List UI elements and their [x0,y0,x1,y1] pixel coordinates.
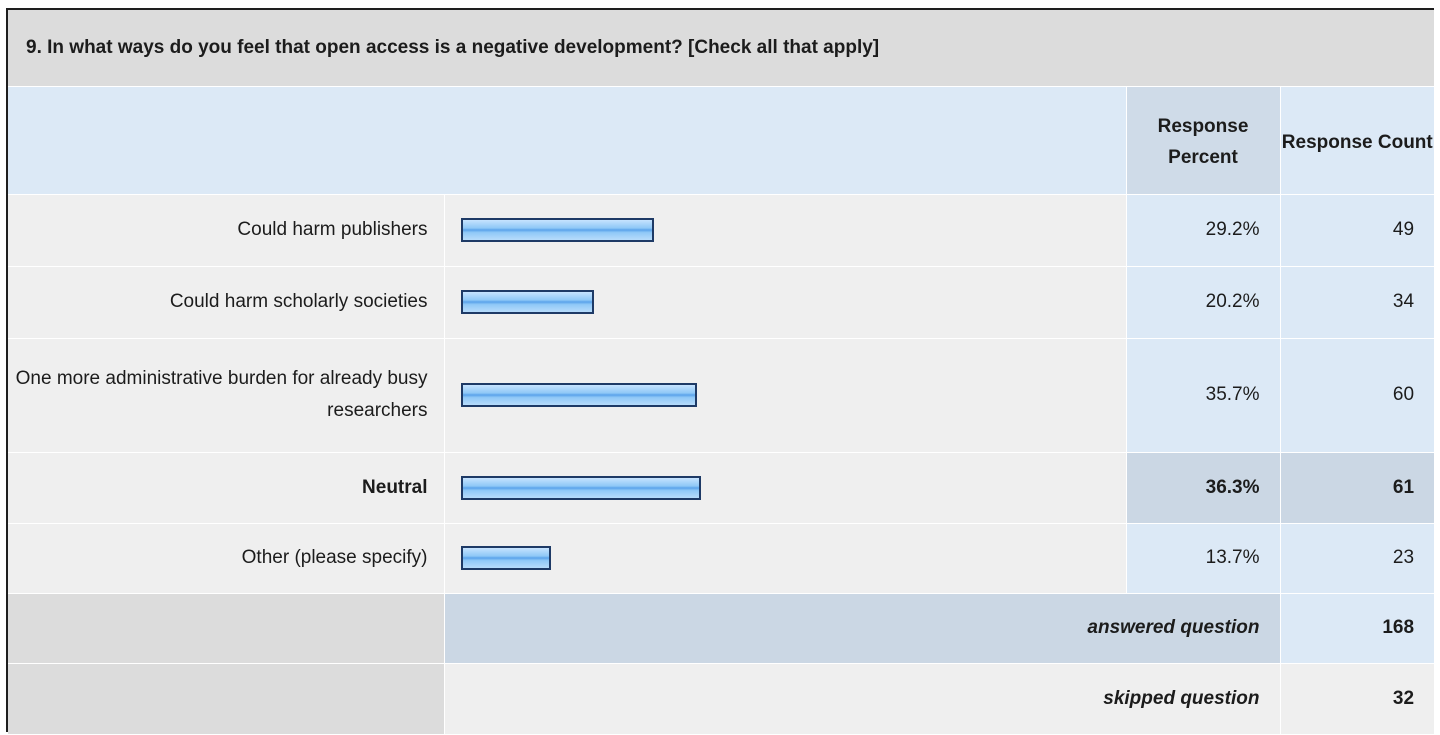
results-table: 9. In what ways do you feel that open ac… [8,10,1435,735]
data-label-percent: 20.2% [1125,265,1281,339]
bar [460,383,697,407]
table-row: Neutral 36.3% 61 [8,451,1435,524]
summary-spacer [8,592,445,664]
data-label-percent: 35.7% [1125,337,1281,453]
data-label-percent: 36.3% [1125,451,1281,524]
bar [460,218,654,242]
question-title: 9. In what ways do you feel that open ac… [8,10,1435,87]
answered-question-value: 168 [1279,592,1435,664]
data-label-count: 60 [1279,337,1435,453]
header-row: Response Percent Response Count [8,85,1435,195]
row-label: Other (please specify) [8,522,445,594]
data-label-count: 61 [1279,451,1435,524]
data-label-count: 23 [1279,522,1435,594]
skipped-question-label: skipped question [443,662,1281,735]
bar [460,290,594,314]
title-row: 9. In what ways do you feel that open ac… [8,10,1435,87]
bar-cell [443,265,1127,339]
data-label-percent: 13.7% [1125,522,1281,594]
bar-cell [443,193,1127,267]
row-label: One more administrative burden for alrea… [8,337,445,453]
survey-question-panel: 9. In what ways do you feel that open ac… [6,8,1435,735]
bar-cell [443,451,1127,524]
header-response-percent: Response Percent [1125,85,1281,195]
bar-cell [443,522,1127,594]
row-label: Could harm publishers [8,193,445,267]
row-label: Could harm scholarly societies [8,265,445,339]
row-label: Neutral [8,451,445,524]
answered-question-label: answered question [443,592,1281,664]
skipped-question-value: 32 [1279,662,1435,735]
data-label-percent: 29.2% [1125,193,1281,267]
bar [460,546,551,570]
data-label-count: 34 [1279,265,1435,339]
table-row: Other (please specify) 13.7% 23 [8,522,1435,594]
header-spacer [8,85,1127,195]
table-row: Could harm publishers 29.2% 49 [8,193,1435,267]
summary-spacer [8,662,445,735]
header-response-count: Response Count [1279,85,1435,195]
bar-cell [443,337,1127,453]
table-row: One more administrative burden for alrea… [8,337,1435,453]
data-label-count: 49 [1279,193,1435,267]
bar [460,475,701,500]
answered-row: answered question 168 [8,592,1435,664]
skipped-row: skipped question 32 [8,662,1435,735]
table-row: Could harm scholarly societies 20.2% 34 [8,265,1435,339]
